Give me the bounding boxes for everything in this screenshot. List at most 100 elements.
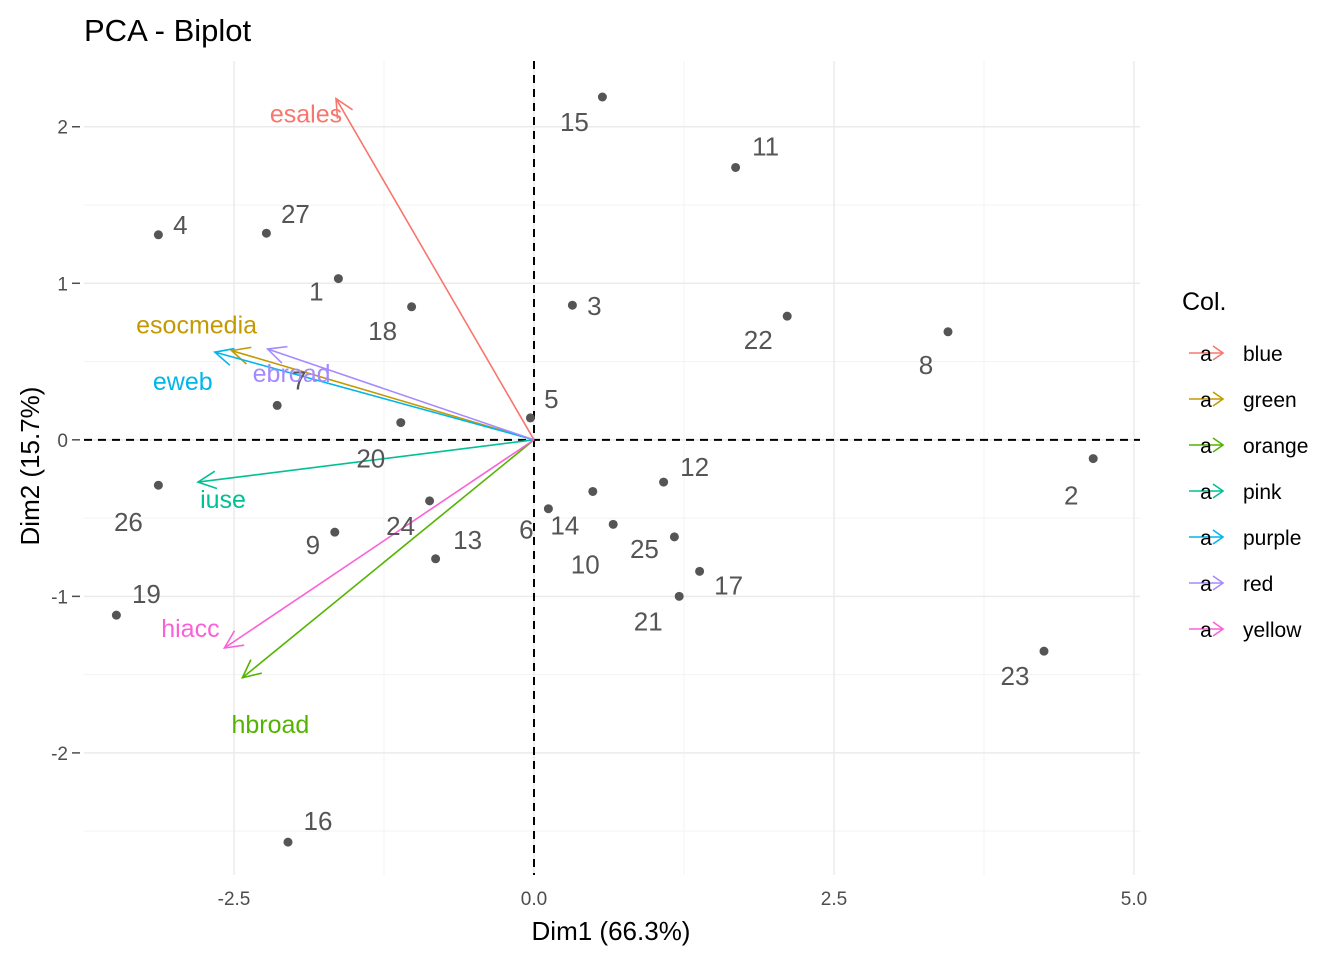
point-25	[669, 532, 679, 542]
legend-label: pink	[1243, 481, 1282, 504]
point-label-26: 26	[114, 507, 143, 537]
point-label-22: 22	[744, 325, 773, 355]
point-label-6: 6	[519, 515, 533, 545]
variable-label-ebroad: ebroad	[253, 360, 331, 388]
point-label-25: 25	[630, 534, 659, 564]
legend-key-glyph: a	[1200, 435, 1212, 458]
legend-label: red	[1243, 573, 1273, 596]
point-label-27: 27	[281, 199, 310, 229]
point-24	[425, 496, 435, 506]
point-3	[567, 300, 577, 310]
point-20	[396, 418, 406, 428]
arrowhead-ebroad	[265, 345, 288, 364]
legend-key-arrowhead	[1212, 529, 1225, 545]
legend-item: a orange	[1189, 435, 1308, 458]
point-label-21: 21	[634, 606, 663, 636]
arrowhead-esales	[335, 96, 353, 119]
point-5	[525, 413, 535, 423]
point-label-11: 11	[752, 131, 779, 161]
point-label-1: 1	[309, 277, 323, 307]
variable-labels: esales esocmedia hbroad iuse eweb ebroad hiacc	[136, 101, 342, 739]
point-label-8: 8	[919, 350, 933, 380]
arrowhead-eweb	[213, 347, 235, 366]
point-26	[153, 480, 163, 490]
minor-gridlines	[84, 61, 1140, 875]
x-tick-label: -2.5	[218, 889, 251, 910]
arrowhead-hbroad	[240, 659, 263, 679]
y-tick-label: 2	[57, 118, 68, 139]
legend-key-arrowhead	[1212, 345, 1225, 361]
legend-label: blue	[1243, 343, 1283, 366]
arrow-iuse	[197, 439, 535, 483]
legend-key-glyph: a	[1200, 389, 1212, 412]
point-label-2: 2	[1064, 481, 1078, 511]
x-tick-label: 2.5	[821, 889, 847, 910]
legend-key-glyph: a	[1200, 481, 1212, 504]
legend-item: a red	[1189, 573, 1273, 596]
point-9	[330, 527, 340, 537]
variable-label-eweb: eweb	[153, 368, 213, 396]
y-tick-label: -2	[51, 744, 68, 765]
legend-key-arrowhead	[1212, 483, 1225, 499]
point-15	[597, 92, 607, 102]
legend-key-glyph: a	[1200, 573, 1212, 596]
point-8	[943, 327, 953, 337]
point-17	[695, 566, 705, 576]
point-2	[1088, 454, 1098, 464]
legend-key-glyph: a	[1200, 619, 1212, 642]
arrowhead-hiacc	[222, 630, 245, 650]
legend-label: orange	[1243, 435, 1308, 458]
point-label-14: 14	[550, 510, 579, 540]
point-13	[431, 554, 441, 564]
legend-label: green	[1243, 389, 1297, 412]
point-label-12: 12	[680, 452, 709, 482]
point-12	[659, 477, 669, 487]
legend-item: a purple	[1189, 527, 1301, 550]
arrow-esales	[335, 98, 535, 441]
point-label-19: 19	[132, 579, 161, 609]
point-label-10: 10	[571, 549, 600, 579]
variable-arrows	[196, 96, 535, 679]
point-label-7: 7	[292, 365, 306, 395]
y-tick-label: -1	[51, 587, 68, 608]
y-tick-label: 1	[57, 274, 68, 295]
point-1	[333, 274, 343, 284]
legend-label: purple	[1243, 527, 1301, 550]
point-14	[588, 486, 598, 496]
legend-key-glyph: a	[1200, 527, 1212, 550]
reference-lines	[84, 61, 1140, 875]
legend-title: Col.	[1182, 288, 1226, 316]
arrow-hiacc	[223, 439, 535, 649]
arrow-hbroad	[241, 439, 535, 679]
variable-label-esocmedia: esocmedia	[136, 312, 257, 340]
point-18	[407, 302, 417, 312]
point-11	[731, 162, 741, 172]
x-axis-ticks: -2.5 0.0 2.5 5.0	[218, 889, 1148, 910]
point-19	[111, 610, 121, 620]
point-label-20: 20	[356, 444, 385, 474]
legend-key-glyph: a	[1200, 343, 1212, 366]
legend-key-arrowhead	[1212, 621, 1225, 637]
variable-label-hiacc: hiacc	[161, 615, 219, 643]
legend-key-arrowhead	[1212, 575, 1225, 591]
arrowhead-iuse	[196, 470, 218, 490]
point-10	[608, 519, 618, 529]
point-label-17: 17	[714, 570, 743, 600]
individual-points	[111, 92, 1098, 847]
legend-item: a yellow	[1189, 619, 1302, 642]
variable-label-hbroad: hbroad	[231, 711, 309, 739]
point-label-16: 16	[304, 806, 333, 836]
legend-key-arrowhead	[1212, 391, 1225, 407]
y-tick-label: 0	[57, 431, 68, 452]
point-23	[1039, 646, 1049, 656]
major-gridlines	[84, 61, 1140, 875]
point-27	[261, 228, 271, 238]
arrow-eweb	[214, 351, 535, 441]
x-tick-label: 0.0	[521, 889, 547, 910]
point-label-4: 4	[173, 210, 187, 240]
chart-title: PCA - Biplot	[84, 13, 252, 48]
